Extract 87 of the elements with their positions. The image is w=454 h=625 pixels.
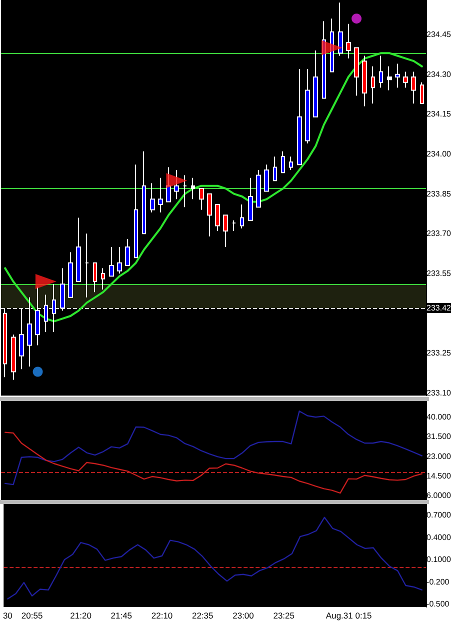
candlestick bbox=[371, 66, 375, 104]
candlestick bbox=[158, 177, 163, 213]
candlestick bbox=[60, 268, 65, 312]
candlestick bbox=[305, 68, 310, 144]
candlestick bbox=[207, 193, 212, 237]
x-tick-label: 23:00 bbox=[232, 610, 254, 620]
x-tick-label: 21:20 bbox=[70, 610, 92, 620]
candlestick bbox=[256, 169, 261, 208]
y-tick-label: -0.500 bbox=[426, 600, 450, 609]
line-series bbox=[4, 52, 423, 322]
candlestick bbox=[354, 47, 359, 96]
candlestick bbox=[76, 217, 81, 282]
candlestick bbox=[27, 296, 32, 367]
candlestick bbox=[44, 294, 48, 332]
y-tick-label: 234.15 bbox=[426, 110, 452, 119]
x-tick-label: 21:45 bbox=[110, 610, 132, 620]
x-tick-label: 23:25 bbox=[273, 610, 295, 620]
candlestick bbox=[52, 284, 56, 332]
y-tick-label: 14.500 bbox=[426, 471, 452, 480]
candlestick bbox=[264, 164, 269, 192]
line-series bbox=[4, 410, 423, 486]
candlestick bbox=[85, 233, 89, 298]
candlestick bbox=[3, 308, 7, 378]
y-tick-label: 40.000 bbox=[426, 412, 452, 422]
candlestick bbox=[403, 71, 408, 88]
y-tick-label: 234.00 bbox=[426, 150, 452, 159]
point bbox=[166, 173, 188, 188]
candlestick bbox=[134, 164, 138, 258]
y-tick-label: 0.4000 bbox=[426, 532, 452, 542]
ref-line-label: 233.42 bbox=[426, 304, 452, 313]
candlestick bbox=[281, 150, 285, 174]
candlestick bbox=[379, 55, 383, 88]
y-tick-label: 234.45 bbox=[426, 30, 452, 40]
candlestick bbox=[101, 268, 105, 290]
point bbox=[352, 14, 362, 24]
candlestick bbox=[142, 150, 146, 234]
candlestick bbox=[93, 262, 97, 293]
y-tick-label: 233.55 bbox=[426, 269, 452, 278]
y-tick-label: 6.0000 bbox=[426, 490, 452, 500]
x-tick-label: 22:35 bbox=[192, 610, 214, 620]
candlestick bbox=[297, 68, 302, 166]
y-tick-label: 233.70 bbox=[426, 229, 452, 238]
y-tick-label: -0.200 bbox=[426, 577, 450, 586]
candlestick bbox=[362, 55, 367, 107]
y-tick-label: 0.7000 bbox=[426, 510, 452, 520]
y-tick-label: 233.25 bbox=[426, 348, 452, 358]
candlestick bbox=[346, 23, 351, 59]
x-tick-label: Aug.31 0:15 bbox=[326, 610, 372, 620]
candlestick bbox=[174, 169, 179, 200]
candlestick bbox=[240, 204, 244, 229]
candlestick bbox=[117, 246, 122, 274]
candlestick bbox=[273, 156, 277, 182]
candlestick bbox=[223, 214, 228, 248]
y-tick-label: 233.10 bbox=[426, 388, 452, 398]
candlestick bbox=[313, 50, 318, 118]
candlestick bbox=[35, 286, 40, 346]
y-tick-label: 0.1000 bbox=[426, 555, 452, 564]
candlestick bbox=[11, 334, 16, 380]
candlestick bbox=[19, 308, 24, 370]
candlestick bbox=[191, 177, 195, 200]
x-tick-label: 22:10 bbox=[151, 610, 173, 620]
candlestick bbox=[199, 188, 204, 210]
candlestick bbox=[248, 177, 253, 221]
candlestick bbox=[411, 71, 416, 104]
y-tick-label: 23.000 bbox=[426, 452, 452, 461]
point bbox=[35, 274, 56, 289]
candlestick bbox=[289, 156, 293, 170]
y-tick-label: 234.30 bbox=[426, 70, 452, 79]
candlestick bbox=[338, 2, 343, 56]
point bbox=[32, 366, 43, 377]
candlestick bbox=[387, 66, 392, 91]
line-series bbox=[7, 516, 423, 600]
candlestick bbox=[68, 252, 73, 298]
candlestick bbox=[183, 174, 187, 208]
candlestick bbox=[395, 63, 400, 88]
candlestick bbox=[125, 238, 130, 266]
candlestick bbox=[420, 82, 424, 104]
y-tick-label: 233.85 bbox=[426, 189, 452, 198]
candlestick bbox=[109, 246, 114, 277]
candlestick bbox=[215, 204, 220, 232]
point bbox=[322, 40, 343, 56]
x-tick-label: 20:55 bbox=[21, 610, 43, 620]
candlestick bbox=[150, 182, 155, 213]
candlestick bbox=[232, 220, 236, 232]
x-tick-label: 30 bbox=[2, 610, 13, 620]
y-tick-label: 31.500 bbox=[426, 432, 452, 442]
line-series bbox=[4, 432, 423, 494]
